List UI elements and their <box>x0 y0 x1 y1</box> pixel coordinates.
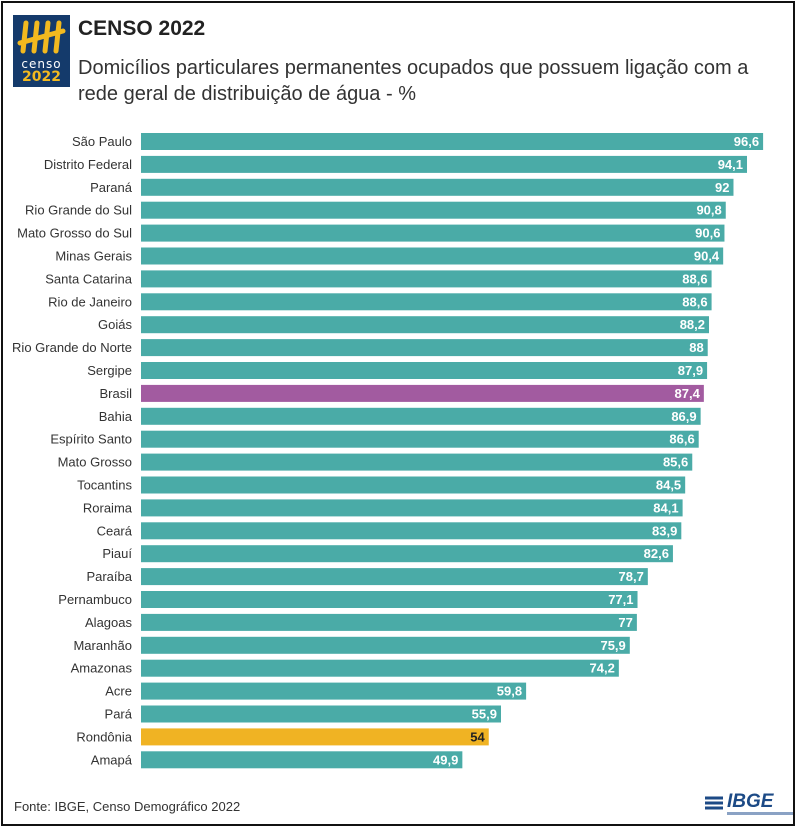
category-label: Rio Grande do Norte <box>12 340 132 355</box>
category-label: Rio Grande do Sul <box>25 203 132 218</box>
value-label: 85,6 <box>663 455 688 470</box>
category-label: Brasil <box>99 386 132 401</box>
value-label: 83,9 <box>652 523 677 538</box>
logo-text-year: 2022 <box>22 69 61 85</box>
category-label: Rio de Janeiro <box>48 294 132 309</box>
bar <box>141 224 725 242</box>
value-label: 86,6 <box>669 432 694 447</box>
value-label: 94,1 <box>718 157 743 172</box>
bar <box>141 430 699 448</box>
category-label: Santa Catarina <box>45 271 132 286</box>
bar <box>141 522 682 540</box>
bar <box>141 659 619 677</box>
category-label: Maranhão <box>73 638 132 653</box>
category-label: Alagoas <box>85 615 132 630</box>
category-label: Pará <box>105 707 133 722</box>
value-label: 96,6 <box>734 134 759 149</box>
value-label: 49,9 <box>433 752 458 767</box>
value-label: 84,1 <box>653 500 678 515</box>
category-label: Amapá <box>91 752 133 767</box>
bar <box>141 155 748 173</box>
category-label: Minas Gerais <box>55 249 132 264</box>
category-label: Distrito Federal <box>44 157 132 172</box>
value-label: 77 <box>618 615 632 630</box>
bar <box>141 682 527 700</box>
bar <box>141 133 764 150</box>
censo-logo: censo 2022 <box>13 15 70 87</box>
ibge-wordmark: IBGE <box>727 791 774 812</box>
chart-title: CENSO 2022 <box>78 17 206 40</box>
bar <box>141 636 630 654</box>
category-label: Paraná <box>90 180 133 195</box>
category-label: Mato Grosso do Sul <box>17 226 132 241</box>
category-label: Espírito Santo <box>50 432 132 447</box>
bar <box>141 728 489 746</box>
value-label: 87,4 <box>675 386 701 401</box>
bar <box>141 407 701 425</box>
value-label: 86,9 <box>671 409 696 424</box>
bar <box>141 339 708 357</box>
category-label: Rondônia <box>76 729 132 744</box>
value-label: 90,6 <box>695 226 720 241</box>
value-label: 90,4 <box>694 249 720 264</box>
value-label: 55,9 <box>472 707 497 722</box>
chart-subtitle: Domicílios particulares permanentes ocup… <box>78 57 749 105</box>
ibge-tagline-bar <box>727 812 793 815</box>
category-label: Piauí <box>102 546 132 561</box>
value-label: 88 <box>689 340 703 355</box>
category-label: Paraíba <box>86 569 132 584</box>
value-label: 75,9 <box>600 638 625 653</box>
value-label: 88,6 <box>682 271 707 286</box>
value-label: 82,6 <box>644 546 669 561</box>
bar <box>141 613 637 631</box>
bar <box>141 545 673 563</box>
tally-marks-icon <box>17 20 66 54</box>
bar <box>141 362 708 379</box>
bar <box>141 499 683 517</box>
value-label: 90,8 <box>696 203 721 218</box>
category-label: São Paulo <box>72 134 132 149</box>
ibge-emblem-icon <box>705 796 723 810</box>
bar <box>141 201 726 219</box>
bar-chart: São Paulo 96,6 Distrito Federal 94,1 Paraná 9… <box>12 133 764 769</box>
bar <box>141 591 638 608</box>
value-label: 77,1 <box>608 592 633 607</box>
category-label: Pernambuco <box>58 592 132 607</box>
source-note: Fonte: IBGE, Censo Demográfico 2022 <box>14 799 241 814</box>
bar <box>141 247 724 265</box>
bar <box>141 270 712 288</box>
bar <box>141 705 501 723</box>
value-label: 84,5 <box>656 478 681 493</box>
bar <box>141 751 463 769</box>
bar <box>141 293 712 311</box>
ibge-logo: IBGE <box>703 791 793 821</box>
value-label: 74,2 <box>590 661 615 676</box>
logo-text-censo: censo <box>21 57 62 71</box>
bar <box>141 384 704 402</box>
bar <box>141 178 734 196</box>
category-label: Bahia <box>99 409 133 424</box>
value-label: 59,8 <box>497 684 522 699</box>
category-label: Tocantins <box>77 478 132 493</box>
bar <box>141 453 693 471</box>
category-label: Sergipe <box>87 363 132 378</box>
value-label: 78,7 <box>619 569 644 584</box>
value-label: 54 <box>470 729 485 744</box>
bar <box>141 316 710 334</box>
category-label: Goiás <box>98 317 132 332</box>
bar <box>141 476 686 494</box>
value-label: 88,2 <box>680 317 705 332</box>
value-label: 87,9 <box>678 363 703 378</box>
category-label: Ceará <box>97 523 133 538</box>
value-label: 92 <box>715 180 729 195</box>
bar <box>141 568 648 586</box>
value-label: 88,6 <box>682 294 707 309</box>
category-label: Amazonas <box>71 661 133 676</box>
category-label: Roraima <box>83 500 133 515</box>
category-label: Mato Grosso <box>58 455 132 470</box>
category-label: Acre <box>105 684 132 699</box>
